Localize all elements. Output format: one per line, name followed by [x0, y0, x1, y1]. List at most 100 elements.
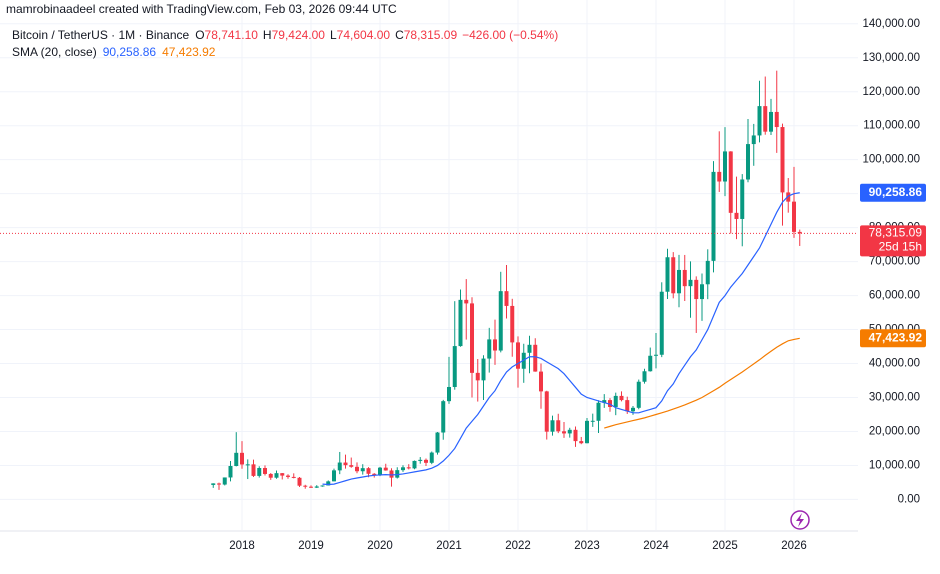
candle-body [493, 339, 497, 351]
candle-body [654, 354, 658, 356]
candle-body [746, 144, 750, 180]
y-tick-label: 120,000.00 [862, 86, 920, 98]
candle-body [665, 257, 670, 292]
candle-body [682, 269, 687, 287]
candle-body [585, 420, 589, 444]
candle-body [631, 407, 635, 412]
candle-body [567, 429, 572, 434]
y-tick-label: 70,000.00 [869, 256, 920, 268]
time-axis: 2018 2019 2020 2021 2022 2023 2024 2025 2026 [229, 540, 807, 552]
candle-body [475, 372, 480, 381]
candle-body [263, 468, 267, 474]
candle-body [740, 179, 745, 219]
candle-body [533, 344, 538, 372]
candle-body [245, 464, 250, 466]
candle-body [343, 462, 348, 466]
y-tick-label: 110,000.00 [863, 120, 920, 132]
candle-body [355, 466, 359, 472]
watermark: mamrobinaadeel created with TradingView.… [6, 2, 397, 16]
y-tick-label: 10,000.00 [869, 459, 920, 471]
candle-body [320, 485, 325, 487]
y-tick-label: 40,000.00 [869, 358, 920, 370]
candle-body [240, 452, 244, 465]
candle-body [723, 151, 727, 182]
candle-body [372, 473, 377, 475]
candle-body [383, 467, 388, 471]
y-tick-label: 130,000.00 [862, 52, 920, 64]
candle-body [251, 464, 256, 476]
indicator-price-label: 90,258.86 [869, 185, 923, 199]
indicator-legend: SMA (20, close) 90,258.86 47,423.92 [12, 45, 216, 59]
candle-body [556, 420, 561, 432]
candle-body [769, 111, 773, 132]
candle-body [774, 111, 779, 128]
candle-body [441, 401, 446, 433]
x-tick-label: 2024 [643, 540, 669, 552]
y-tick-label: 0.00 [898, 493, 920, 505]
candle-body [217, 483, 221, 485]
indicator-price-box [860, 183, 926, 202]
candle-body [337, 462, 342, 471]
candle-body [792, 201, 796, 232]
x-tick-label: 2023 [574, 540, 600, 552]
candle-body [234, 452, 239, 466]
candle-body [711, 171, 716, 261]
candle-body [516, 342, 520, 369]
candle-body [222, 477, 227, 485]
candle-body [378, 467, 382, 475]
candle-body [464, 299, 469, 304]
y-tick-label: 20,000.00 [869, 426, 920, 438]
candle-body [366, 468, 371, 474]
candle-body [447, 386, 451, 402]
candle-body [757, 106, 762, 136]
y-tick-label: 60,000.00 [869, 290, 920, 302]
candle-body [458, 299, 463, 347]
ohlc-key: H [263, 28, 272, 42]
ohlc-key: C [395, 28, 404, 42]
candle-body [360, 468, 365, 472]
candle-body [544, 391, 549, 432]
candle-body [228, 465, 233, 478]
candle-body [642, 371, 647, 382]
sma-line [604, 337, 800, 429]
grid [0, 0, 858, 530]
ohlc-value: 79,424.00 [272, 28, 326, 42]
symbol-legend: Bitcoin / TetherUS · 1M · Binance O78,741… [12, 28, 558, 42]
candle-body [677, 269, 681, 294]
candle-body [671, 257, 676, 294]
candle-body [268, 473, 273, 478]
x-tick-label: 2018 [229, 540, 255, 552]
indicator-price-box [860, 329, 926, 348]
alert-icon[interactable] [790, 510, 810, 530]
candle-body [429, 452, 434, 463]
candle-body [349, 465, 354, 467]
candle-body [596, 402, 601, 421]
candle-body [487, 339, 492, 359]
ohlc-value: 78,315.09 [404, 28, 458, 42]
ohlc-value: 74,604.00 [337, 28, 391, 42]
indicator-name: SMA (20, close) [12, 45, 97, 59]
candle-body [734, 212, 739, 219]
y-tick-label: 100,000.00 [862, 154, 920, 166]
ohlc-key: O [195, 28, 204, 42]
candle-body [705, 260, 710, 285]
candle-body [786, 192, 791, 202]
candle-body [303, 485, 308, 487]
indicator-price-label: 47,423.92 [869, 330, 923, 344]
candle-body [728, 151, 733, 213]
candle-body [326, 481, 331, 486]
candle-body [291, 476, 296, 478]
x-tick-label: 2022 [505, 540, 531, 552]
candle-body [435, 432, 440, 453]
candle-body [481, 358, 486, 381]
ohlc-change: −426.00 (−0.54%) [462, 28, 558, 42]
candle-body [636, 381, 641, 408]
countdown: 25d 15h [879, 240, 922, 254]
candle-body [498, 291, 503, 351]
candle-body [648, 355, 653, 372]
y-tick-label: 30,000.00 [869, 392, 920, 404]
candle-body [539, 371, 543, 392]
indicator-value: 90,258.86 [103, 45, 157, 59]
